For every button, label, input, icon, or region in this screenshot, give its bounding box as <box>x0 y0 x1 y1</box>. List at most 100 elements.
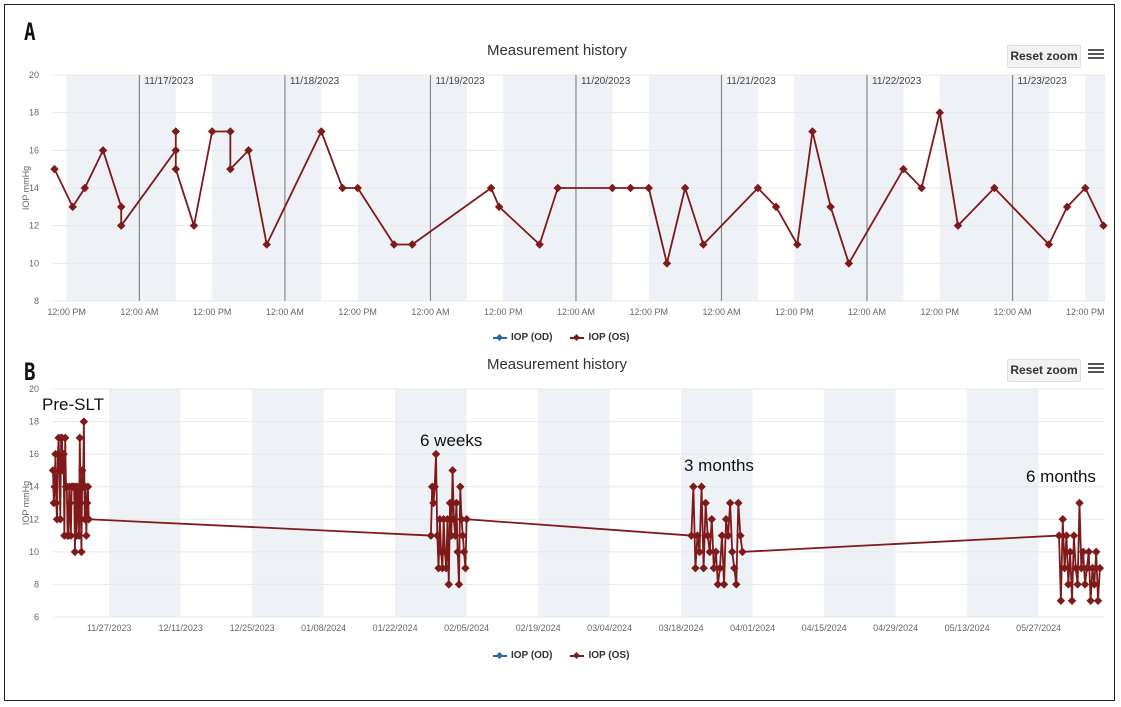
chart-a-data-point <box>171 146 181 155</box>
chart-b-data-point <box>699 563 708 573</box>
chart-a-data-point <box>226 127 235 136</box>
chart-b-data-point <box>459 547 469 557</box>
chart-a-data-point <box>338 183 347 193</box>
chart-b-x-tick-label: 03/04/2024 <box>587 623 632 633</box>
chart-b-x-tick-label: 02/19/2024 <box>516 623 561 633</box>
chart-b-data-point <box>1086 596 1095 605</box>
chart-a-x-tick-label: 12:00 AM <box>411 307 449 317</box>
panel-label-b: B <box>24 358 36 386</box>
chart-b-data-point <box>1082 563 1092 573</box>
chart-b-data-point <box>78 466 87 475</box>
chart-b-y-tick-label: 8 <box>34 579 39 589</box>
figure-frame <box>4 4 1115 701</box>
chart-b-data-point <box>1080 580 1090 589</box>
chart-b-data-point <box>1060 563 1069 573</box>
chart-b-data-point <box>695 547 704 557</box>
legend-item-od[interactable]: IOP (OD) <box>493 650 552 661</box>
chart-b-data-point <box>452 498 461 508</box>
legend-item-od[interactable]: IOP (OD) <box>493 332 552 343</box>
chart-a-x-tick-label: 12:00 AM <box>702 307 740 317</box>
chart-b-data-point <box>77 547 86 557</box>
chart-a-x-tick-label: 12:00 PM <box>484 307 523 317</box>
chart-a-data-point <box>317 127 326 136</box>
chart-a-y-tick-label: 14 <box>29 183 39 193</box>
chart-a-y-tick-label: 10 <box>29 258 39 268</box>
chart-a-x-tick-label: 12:00 PM <box>1066 307 1105 317</box>
chart-b-data-point <box>58 466 67 475</box>
chart-a-data-point <box>116 202 126 212</box>
chart-b-data-point <box>717 531 727 540</box>
chart-a-data-point <box>189 221 199 230</box>
chart-b-y-tick-label: 14 <box>29 482 39 492</box>
chart-b-data-point <box>1090 580 1099 589</box>
chart-b-data-point <box>1054 531 1064 540</box>
chart-b-data-point <box>1093 596 1103 605</box>
chart-b-data-point <box>707 515 717 524</box>
chart-b-data-point <box>444 580 454 589</box>
legend-item-os[interactable]: IOP (OS) <box>570 650 629 661</box>
chart-a-date-label: 11/17/2023 <box>144 76 194 87</box>
chart-a-data-point <box>68 202 77 212</box>
chart-a-data-point <box>626 183 635 193</box>
chart-a-date-label: 11/20/2023 <box>581 76 631 87</box>
chart-b-data-point <box>450 531 460 540</box>
chart-b-y-tick-label: 6 <box>34 612 39 622</box>
chart-b-data-point <box>701 498 710 508</box>
chart-b-reset-zoom-button[interactable]: Reset zoom <box>1007 359 1081 382</box>
chart-b-data-point <box>429 498 438 508</box>
chart-b-data-point <box>443 515 452 524</box>
chart-b-data-point <box>426 531 436 540</box>
chart-a-menu-icon[interactable] <box>1088 47 1104 61</box>
chart-a-data-point <box>662 259 672 268</box>
chart-a-date-label: 11/18/2023 <box>290 76 340 87</box>
chart-a-data-point <box>50 164 59 174</box>
chart-b-data-point <box>48 466 58 475</box>
legend-item-os[interactable]: IOP (OS) <box>570 332 629 343</box>
chart-b-x-tick-label: 12/11/2023 <box>158 623 202 633</box>
chart-a-x-tick-label: 12:00 PM <box>921 307 960 317</box>
chart-b-plot: 6 8 10 12 14 16 18 20 IOP mmHg 11/27/2023 12/11/20… <box>21 384 1105 633</box>
chart-b-y-tick-label: 10 <box>29 547 39 557</box>
chart-a-data-point <box>98 146 108 155</box>
annotation-6-months: 6 months <box>1026 467 1096 486</box>
chart-b-data-point <box>1078 547 1088 557</box>
chart-b-data-point <box>461 563 470 573</box>
chart-b-data-point <box>715 563 725 573</box>
chart-b-x-tick-label: 11/27/2023 <box>87 623 131 633</box>
chart-b-x-tick-label: 05/13/2024 <box>945 623 990 633</box>
chart-b-data-point <box>1062 531 1071 540</box>
od-marker-icon <box>493 654 507 657</box>
chart-b-plot-band <box>967 389 1039 617</box>
chart-a-title: Measurement history <box>486 42 628 59</box>
chart-b-data-point <box>711 547 721 557</box>
chart-b-data-point <box>693 531 702 540</box>
chart-b-data-point <box>433 531 442 540</box>
chart-b-data-point <box>719 580 729 589</box>
chart-a-data-point <box>171 164 181 174</box>
chart-a-reset-zoom-button[interactable]: Reset zoom <box>1007 45 1081 68</box>
chart-b-y-tick-label: 12 <box>29 514 39 524</box>
chart-b-y-tick-label: 20 <box>29 384 39 394</box>
chart-b-x-tick-label: 01/22/2024 <box>373 623 418 633</box>
chart-b-data-point <box>431 449 441 459</box>
chart-b-data-point <box>1071 563 1080 573</box>
chart-b-data-point <box>65 498 75 508</box>
chart-a-x-tick-label: 12:00 AM <box>848 307 886 317</box>
chart-b-data-point <box>1075 498 1084 508</box>
chart-b-data-point <box>734 498 743 508</box>
chart-b-plot-band <box>824 389 896 617</box>
chart-b-data-point <box>730 563 739 573</box>
chart-b-data-point <box>697 482 706 491</box>
chart-b-data-point <box>430 482 439 491</box>
chart-b-x-tick-label: 02/05/2024 <box>444 623 489 633</box>
chart-b-x-tick-label: 05/27/2024 <box>1016 623 1061 633</box>
chart-b-y-axis-title: IOP mmHg <box>21 481 31 525</box>
chart-a-data-point <box>353 183 362 193</box>
chart-a-data-point <box>171 127 181 136</box>
chart-a-x-tick-label: 12:00 AM <box>266 307 304 317</box>
chart-b-data-point <box>703 531 712 540</box>
annotation-pre-slt: Pre-SLT <box>42 395 105 414</box>
chart-a-y-tick-label: 20 <box>29 70 39 80</box>
chart-b-menu-icon[interactable] <box>1088 361 1104 375</box>
